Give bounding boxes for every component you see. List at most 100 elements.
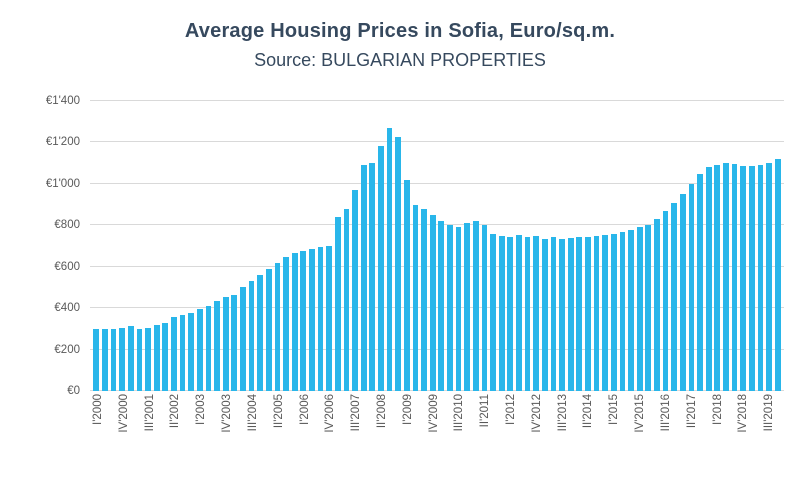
bar [654, 218, 660, 391]
bar [102, 329, 108, 391]
x-axis-label: I'2000 [92, 394, 104, 425]
gridline [90, 348, 784, 350]
x-axis-label: II'2011 [479, 394, 492, 428]
bar-slot [161, 101, 170, 391]
bar [662, 210, 669, 391]
bar-slot [739, 101, 748, 391]
bar [257, 275, 264, 391]
bar [714, 164, 721, 391]
bar-slot [221, 101, 230, 391]
bar-slot [377, 101, 386, 391]
bar-slot [239, 101, 248, 391]
bar [145, 327, 151, 391]
x-axis-label: III'2016 [659, 394, 672, 432]
x-slot [646, 394, 653, 479]
bar-slot [696, 101, 705, 391]
x-axis-label: IV'2018 [737, 394, 750, 433]
bar [567, 237, 574, 391]
x-slot [182, 394, 189, 479]
bar-slot [515, 101, 524, 391]
bar-slot [127, 101, 136, 391]
x-slot [292, 394, 299, 479]
x-slot: III'2004 [247, 394, 259, 479]
x-axis-label: III'2010 [453, 394, 466, 432]
x-slot [595, 394, 602, 479]
x-slot [705, 394, 712, 479]
gridline [90, 390, 784, 391]
bar [412, 204, 419, 391]
bar [403, 179, 410, 391]
y-axis-label: €200 [54, 343, 80, 356]
x-slot: I'2003 [195, 394, 207, 479]
x-axis: I'2000 IV'2000 III'2001 II'2002 I'2003 IV'200… [90, 394, 784, 479]
x-slot [653, 394, 660, 479]
bar [516, 235, 522, 391]
bar-slot [756, 101, 765, 391]
bar [429, 214, 436, 391]
bar [472, 221, 479, 391]
x-axis-label: I'2012 [505, 394, 517, 425]
bar [757, 165, 764, 391]
x-slot [491, 394, 498, 479]
x-slot [233, 394, 240, 479]
x-slot [672, 394, 679, 479]
x-slot [336, 394, 343, 479]
x-slot: II'2002 [169, 394, 181, 479]
bar-slot [282, 101, 291, 391]
y-axis-label: €1'400 [45, 95, 80, 107]
x-slot [679, 394, 686, 479]
bar-slot [420, 101, 429, 391]
bar [464, 223, 471, 391]
x-slot [137, 394, 144, 479]
bar-slot [273, 101, 282, 391]
bar-slot [472, 101, 481, 391]
x-slot [775, 394, 782, 479]
chart-body: €0 €200 €400 €600 €800 €1'000 €1'200 €1'400 [0, 95, 800, 397]
bar-slot [446, 101, 455, 391]
bar [447, 225, 453, 391]
bar [110, 328, 117, 391]
bar [748, 166, 755, 391]
bar [455, 227, 462, 391]
x-axis-label: III'2001 [143, 394, 156, 432]
bar-slot [437, 101, 446, 391]
x-axis-label: I'2006 [298, 394, 311, 425]
bar-slot [187, 101, 196, 391]
bar-slot [403, 101, 412, 391]
bar [438, 221, 445, 391]
bar-slot [679, 101, 688, 391]
bar [369, 163, 376, 391]
bar-slot [541, 101, 550, 391]
x-slot: IV'2006 [324, 394, 336, 479]
bar [231, 294, 238, 391]
x-slot [517, 394, 524, 479]
bar [705, 167, 712, 391]
y-axis-label: €800 [54, 219, 80, 232]
x-slot: IV'2015 [634, 394, 646, 479]
x-slot [465, 394, 472, 479]
x-slot: I'2018 [712, 394, 724, 479]
bar [610, 233, 617, 391]
bar [153, 325, 160, 391]
x-axis-label: IV'2012 [530, 394, 543, 433]
x-axis-label: I'2009 [401, 394, 414, 425]
bar-slot [549, 101, 558, 391]
x-axis-label: IV'2006 [324, 394, 337, 433]
x-slot [207, 394, 214, 479]
gridline [90, 307, 784, 309]
x-axis-label: I'2003 [195, 394, 208, 425]
bar [386, 127, 393, 391]
y-axis-label: €600 [54, 260, 80, 273]
bar-slot [101, 101, 110, 391]
x-axis-label: III'2007 [350, 394, 363, 432]
bar [524, 236, 531, 391]
x-slot: IV'2000 [118, 394, 130, 479]
bar [593, 236, 600, 391]
x-axis-label: IV'2015 [634, 394, 647, 433]
gridline [90, 182, 784, 184]
bar [317, 247, 324, 391]
x-slot: I'2006 [299, 394, 311, 479]
x-axis-label: II'2014 [582, 394, 595, 429]
bar [585, 237, 591, 391]
bar [343, 208, 350, 391]
